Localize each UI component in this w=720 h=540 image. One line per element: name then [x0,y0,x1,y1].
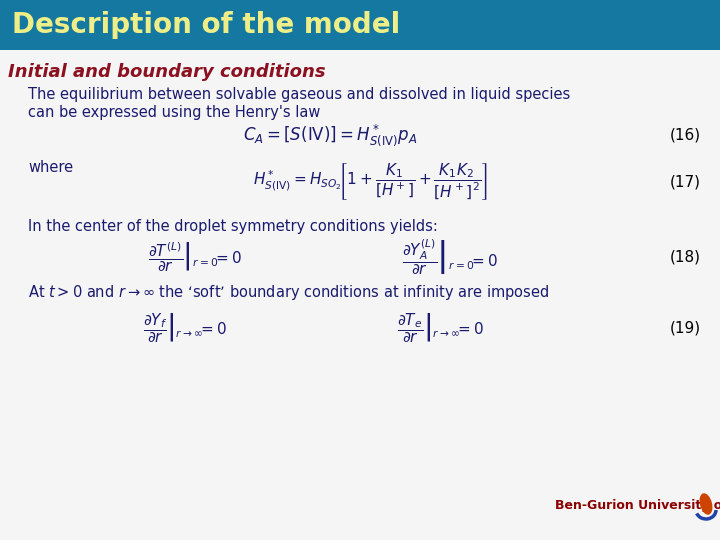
Ellipse shape [700,493,713,515]
Text: $\left.\dfrac{\partial T_e}{\partial r}\right|_{r \to \infty}\!\! = 0$: $\left.\dfrac{\partial T_e}{\partial r}\… [397,311,484,345]
Text: $\left.\dfrac{\partial T^{(L)}}{\partial r}\right|_{r=0}\!\! = 0$: $\left.\dfrac{\partial T^{(L)}}{\partial… [148,240,242,274]
Text: $\left.\dfrac{\partial Y_f}{\partial r}\right|_{r \to \infty}\!\! = 0$: $\left.\dfrac{\partial Y_f}{\partial r}\… [143,311,227,345]
Text: (19): (19) [670,321,701,335]
Text: $H^*_{S(\mathrm{IV})} = H_{SO_2}\!\left[1 + \dfrac{K_1}{\left[H^+\right]} + \dfr: $H^*_{S(\mathrm{IV})} = H_{SO_2}\!\left[… [253,161,487,202]
Text: $\left.\dfrac{\partial Y^{(L)}_A}{\partial r}\right|_{r=0}\!\! = 0$: $\left.\dfrac{\partial Y^{(L)}_A}{\parti… [402,237,498,277]
Bar [0,0,720,50]
Text: (18): (18) [670,249,701,265]
Text: At $t > 0$ and $r \rightarrow \infty$ the ‘soft’ boundary conditions at infinity: At $t > 0$ and $r \rightarrow \infty$ th… [28,284,549,302]
Text: (17): (17) [670,174,701,190]
Text: Ben-Gurion University of the Negev: Ben-Gurion University of the Negev [555,498,720,511]
Text: $C_A = [S(\mathrm{IV})]= H^*_{S(\mathrm{IV})} p_A$: $C_A = [S(\mathrm{IV})]= H^*_{S(\mathrm{… [243,122,417,148]
Text: where: where [28,160,73,176]
Text: can be expressed using the Henry's law: can be expressed using the Henry's law [28,105,320,119]
Text: The equilibrium between solvable gaseous and dissolved in liquid species: The equilibrium between solvable gaseous… [28,87,570,103]
Text: Initial and boundary conditions: Initial and boundary conditions [8,63,325,81]
Text: (16): (16) [670,127,701,143]
Text: Description of the model: Description of the model [12,11,400,39]
Text: In the center of the droplet symmetry conditions yields:: In the center of the droplet symmetry co… [28,219,438,234]
